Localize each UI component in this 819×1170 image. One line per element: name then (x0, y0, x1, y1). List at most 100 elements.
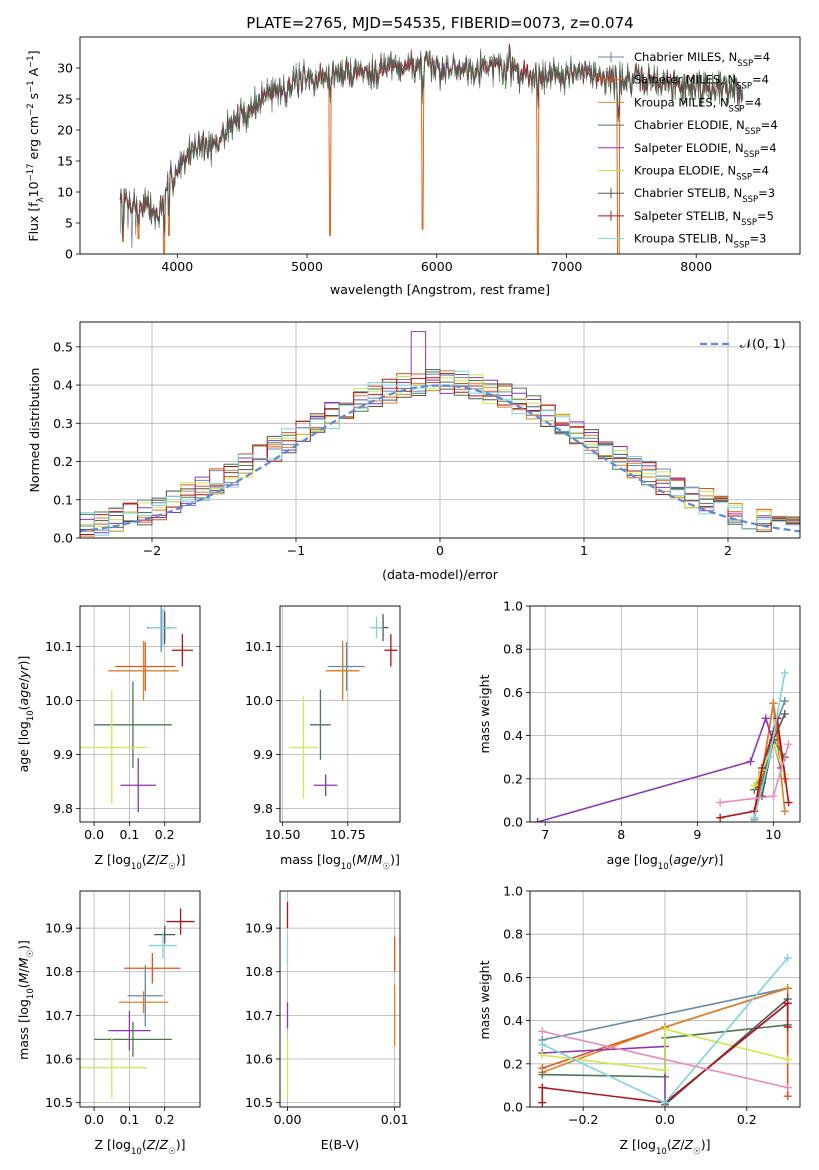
y-tick-label: 10.7 (245, 1008, 273, 1023)
y-tick-label: 9.9 (53, 747, 73, 762)
axes-frame (79, 890, 201, 1108)
x-tick-label: 0.0 (84, 1112, 104, 1127)
data-layer (80, 43, 800, 1107)
errorbar-point-5 (289, 696, 318, 799)
y-tick-label: 25 (57, 92, 73, 107)
errorbar-point-1 (115, 642, 176, 691)
y-tick-label: 10.1 (45, 639, 73, 654)
weight-marker (533, 818, 542, 822)
histogram-series-8 (80, 370, 800, 536)
weight-marker (783, 1023, 792, 1032)
mass_vs_Z-plot (80, 908, 195, 1099)
weight-line-0 (542, 987, 788, 1041)
grid-layer (80, 322, 800, 1108)
weight-marker (769, 792, 778, 801)
y-tick-label: 10.9 (245, 921, 273, 936)
y-tick-label: 30 (57, 61, 73, 76)
weight-marker (538, 1098, 547, 1107)
y-tick-label: 0.4 (503, 1013, 523, 1028)
text-layer: 4000 5000 6000 7000 8000051015202530PLATE=27… (16, 14, 786, 1157)
weight-marker (780, 668, 789, 677)
x-tick-label: 0.00 (274, 1112, 302, 1127)
y-axis-label: mass weight (477, 674, 492, 753)
y-tick-label: 15 (57, 154, 73, 169)
x-tick-label: 10.75 (330, 827, 366, 842)
age_vs_Z-plot (80, 606, 193, 813)
x-tick-label: 7 (541, 827, 549, 842)
errorbar-point-7 (171, 634, 193, 667)
errorbar-point-6 (154, 925, 176, 944)
weight-marker (716, 798, 725, 807)
age_vs_mass-plot (289, 614, 398, 799)
legend-label: Kroupa ELODIE, NSSP=4 (634, 164, 769, 183)
x-tick-label: 2 (724, 543, 732, 558)
y-tick-label: 5 (65, 216, 73, 231)
weight-marker (538, 1040, 547, 1049)
y-tick-label: 0.1 (53, 492, 73, 507)
y-tick-label: 0.0 (503, 1100, 523, 1115)
x-tick-label: 4000 (161, 259, 193, 274)
y-tick-label: 10.1 (245, 639, 273, 654)
weight-marker (757, 764, 766, 772)
weight-marker (765, 753, 774, 762)
x-tick-label: 0.2 (155, 1112, 175, 1127)
x-tick-label: −1 (287, 543, 305, 558)
x-axis-label: wavelength [Angstrom, rest frame] (330, 282, 550, 297)
x-tick-label: 0.2 (737, 1112, 757, 1127)
weight-marker (784, 798, 793, 807)
errorbar-point-7 (384, 634, 398, 667)
weight-line-9 (542, 1030, 788, 1089)
errorbar-point-5 (80, 1037, 148, 1099)
errorbar-point-2 (118, 991, 169, 1014)
x-tick-label: −0.2 (568, 1112, 598, 1127)
weight-marker (538, 1027, 547, 1036)
weight-marker (783, 953, 792, 962)
massweight_vs_Z-plot (538, 953, 792, 1107)
y-tick-label: 1.0 (503, 884, 523, 899)
x-tick-label: 10 (765, 827, 781, 842)
y-tick-label: 10.8 (45, 964, 73, 979)
errorbar-point-0 (127, 965, 163, 1027)
weight-marker (538, 1051, 547, 1060)
y-tick-label: 10.7 (45, 1008, 73, 1023)
weight-line-6 (664, 998, 789, 1106)
spectrum-line-6 (119, 45, 744, 249)
weight-marker (761, 714, 770, 723)
y-tick-label: 0.0 (503, 815, 523, 830)
y-axis-label: age [log10(age/yr)] (16, 656, 36, 773)
weight-marker (783, 1092, 792, 1101)
massweight_vs_age-plot (533, 668, 793, 822)
x-tick-label: 0.0 (655, 1112, 675, 1127)
y-axis-label: Normed distribution (27, 368, 42, 493)
x-tick-label: 0 (436, 543, 444, 558)
x-tick-label: 10.50 (265, 827, 301, 842)
y-tick-label: 10.6 (45, 1052, 73, 1067)
x-axis-label: (data-model)/error (382, 567, 499, 582)
y-tick-label: 0.4 (53, 378, 73, 393)
errorbar-point-0 (328, 642, 365, 691)
y-tick-label: 10.9 (45, 921, 73, 936)
y-tick-label: 10.0 (245, 693, 273, 708)
chart-title: PLATE=2765, MJD=54535, FIBERID=0073, z=0… (246, 14, 633, 32)
y-tick-label: 9.9 (253, 747, 273, 762)
errorbar-point-7 (166, 908, 195, 935)
y-tick-label: 10.6 (245, 1052, 273, 1067)
legend-label: Chabrier MILES, NSSP=4 (634, 50, 770, 69)
axes-frame (79, 605, 201, 823)
y-tick-label: 20 (57, 123, 73, 138)
errorbar-point-8 (148, 932, 178, 959)
weight-marker (783, 984, 792, 993)
spectrum-plot (119, 43, 744, 254)
mass_vs_ebv-plot (286, 901, 396, 1099)
errorbar-point-3 (310, 689, 331, 760)
y-tick-label: 0.6 (503, 685, 523, 700)
y-tick-label: 0.8 (503, 642, 523, 657)
y-axis-label: mass weight (477, 960, 492, 1039)
weight-marker (783, 999, 792, 1008)
x-tick-label: 8000 (680, 259, 712, 274)
y-tick-label: 10.5 (45, 1095, 73, 1110)
weight-marker (661, 1025, 669, 1034)
weight-marker (716, 813, 725, 822)
x-tick-label: 0.0 (84, 827, 104, 842)
y-tick-label: 0.3 (53, 416, 73, 431)
